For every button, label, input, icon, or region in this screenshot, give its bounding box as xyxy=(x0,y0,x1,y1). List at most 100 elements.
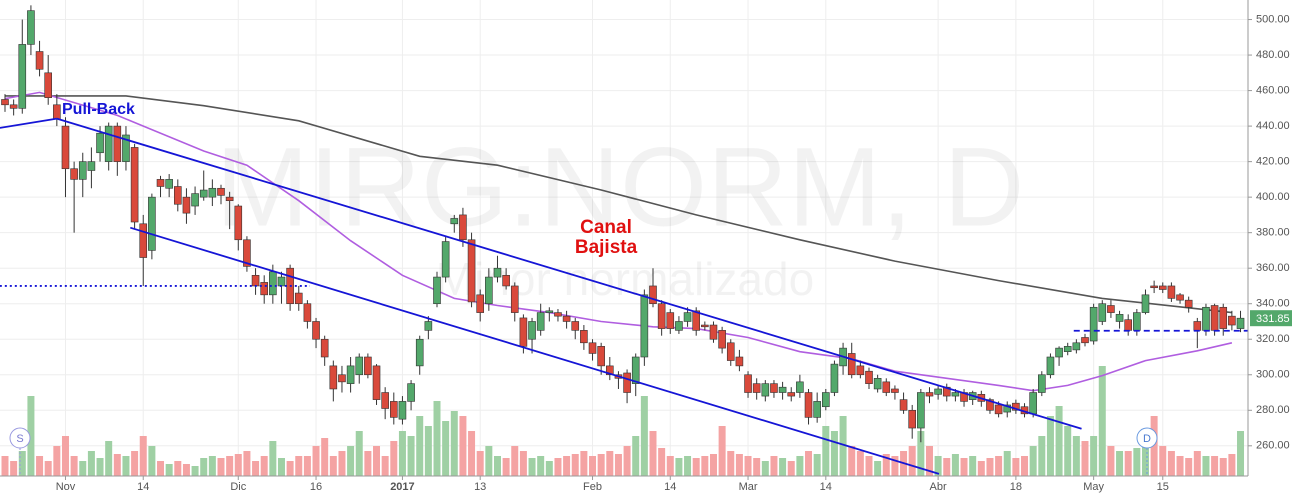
volume-bar xyxy=(234,454,242,476)
volume-bar xyxy=(165,464,173,476)
volume-bar xyxy=(951,454,959,476)
volume-bar xyxy=(303,456,311,476)
volume-bar xyxy=(347,446,355,476)
volume-bar xyxy=(485,446,493,476)
candle-body xyxy=(251,274,260,287)
candle-body xyxy=(925,392,934,397)
candle-body xyxy=(78,161,87,180)
volume-bar xyxy=(502,458,510,476)
y-tick-label: 300.00 xyxy=(1256,369,1290,381)
volume-bar xyxy=(321,438,329,476)
volume-bar xyxy=(1107,446,1115,476)
volume-bar xyxy=(424,426,432,476)
candle-body xyxy=(87,161,96,171)
volume-bar xyxy=(79,461,87,476)
candle-body xyxy=(122,134,130,162)
volume-bar xyxy=(243,451,251,476)
candle-body xyxy=(735,356,744,367)
candle-body xyxy=(1141,294,1150,313)
candle-body xyxy=(364,356,372,376)
volume-bar xyxy=(459,416,467,476)
volume-bar xyxy=(1202,456,1210,476)
volume-bar xyxy=(70,456,78,476)
volume-bar xyxy=(442,421,450,476)
volume-bar xyxy=(277,458,285,476)
volume-bar xyxy=(1098,366,1106,476)
volume-bar xyxy=(925,446,933,476)
volume-bar xyxy=(796,456,804,476)
candle-body xyxy=(346,365,355,384)
candle-body xyxy=(459,214,467,241)
candle-body xyxy=(53,104,61,120)
marker[interactable] xyxy=(1136,427,1158,449)
volume-bar xyxy=(1124,451,1132,476)
candle-body xyxy=(510,285,519,313)
candle-body xyxy=(96,132,104,154)
candle-body xyxy=(1133,312,1141,331)
trend-line xyxy=(56,117,1082,430)
candle-body xyxy=(1055,347,1063,358)
candle-body xyxy=(1107,305,1115,313)
candle-body xyxy=(467,239,476,303)
y-tick-label: 500.00 xyxy=(1256,13,1290,25)
volume-bar xyxy=(519,451,527,476)
volume-bar xyxy=(1021,456,1029,476)
volume-bar xyxy=(416,416,424,476)
candle-body xyxy=(588,342,597,354)
candle-body xyxy=(303,303,312,322)
candle-body xyxy=(821,392,830,408)
candle-body xyxy=(882,381,891,393)
volume-bar xyxy=(658,448,666,476)
volume-bar xyxy=(260,456,268,476)
volume-bar xyxy=(917,431,925,476)
trend-line xyxy=(130,226,940,475)
trendlines xyxy=(0,117,1248,475)
candle-body xyxy=(433,276,441,305)
volume-bar xyxy=(882,454,890,476)
volume-bar xyxy=(390,441,398,476)
candle-body xyxy=(355,356,364,376)
volume-bar xyxy=(1150,416,1158,476)
candle-body xyxy=(156,179,165,187)
volume-bar xyxy=(122,456,130,476)
candle-body xyxy=(9,104,18,109)
volume-bar xyxy=(1141,436,1149,476)
marker[interactable] xyxy=(9,427,31,449)
moving-averages xyxy=(4,91,1233,392)
candle-body xyxy=(804,392,813,418)
volume-bar xyxy=(822,426,830,476)
volume-bar xyxy=(761,461,769,476)
volume-bar xyxy=(779,458,787,476)
volume-bar xyxy=(1090,436,1098,476)
candle-body xyxy=(1115,314,1124,322)
candle-body xyxy=(718,330,726,349)
volume-bar xyxy=(848,446,856,476)
volume-bar xyxy=(157,461,165,476)
candle-body xyxy=(787,392,796,397)
volume-bar xyxy=(468,431,476,476)
volume-bar xyxy=(87,451,95,476)
volume-bar xyxy=(632,436,640,476)
y-tick-label: 440.00 xyxy=(1256,120,1290,132)
volume-bar xyxy=(623,446,631,476)
price-tag-label: 331.85 xyxy=(1256,313,1290,325)
volume-bar xyxy=(1029,446,1037,476)
marker-label: D xyxy=(1143,433,1151,445)
candle-body xyxy=(1003,404,1012,413)
candle-body xyxy=(1029,392,1037,415)
volume-bar xyxy=(105,441,113,476)
candle-body xyxy=(536,312,545,331)
candle-body xyxy=(666,312,675,329)
volume-bar xyxy=(1193,451,1201,476)
volume-bar xyxy=(563,456,571,476)
y-tick-label: 260.00 xyxy=(1256,440,1290,452)
volume-bar xyxy=(813,454,821,476)
volume-bar xyxy=(1046,416,1054,476)
volume-bar xyxy=(208,456,216,476)
candle-body xyxy=(1219,306,1228,329)
candle-body xyxy=(813,401,821,418)
volume-bar xyxy=(839,416,847,476)
volume-bar xyxy=(373,446,381,476)
volume-bar xyxy=(381,456,389,476)
